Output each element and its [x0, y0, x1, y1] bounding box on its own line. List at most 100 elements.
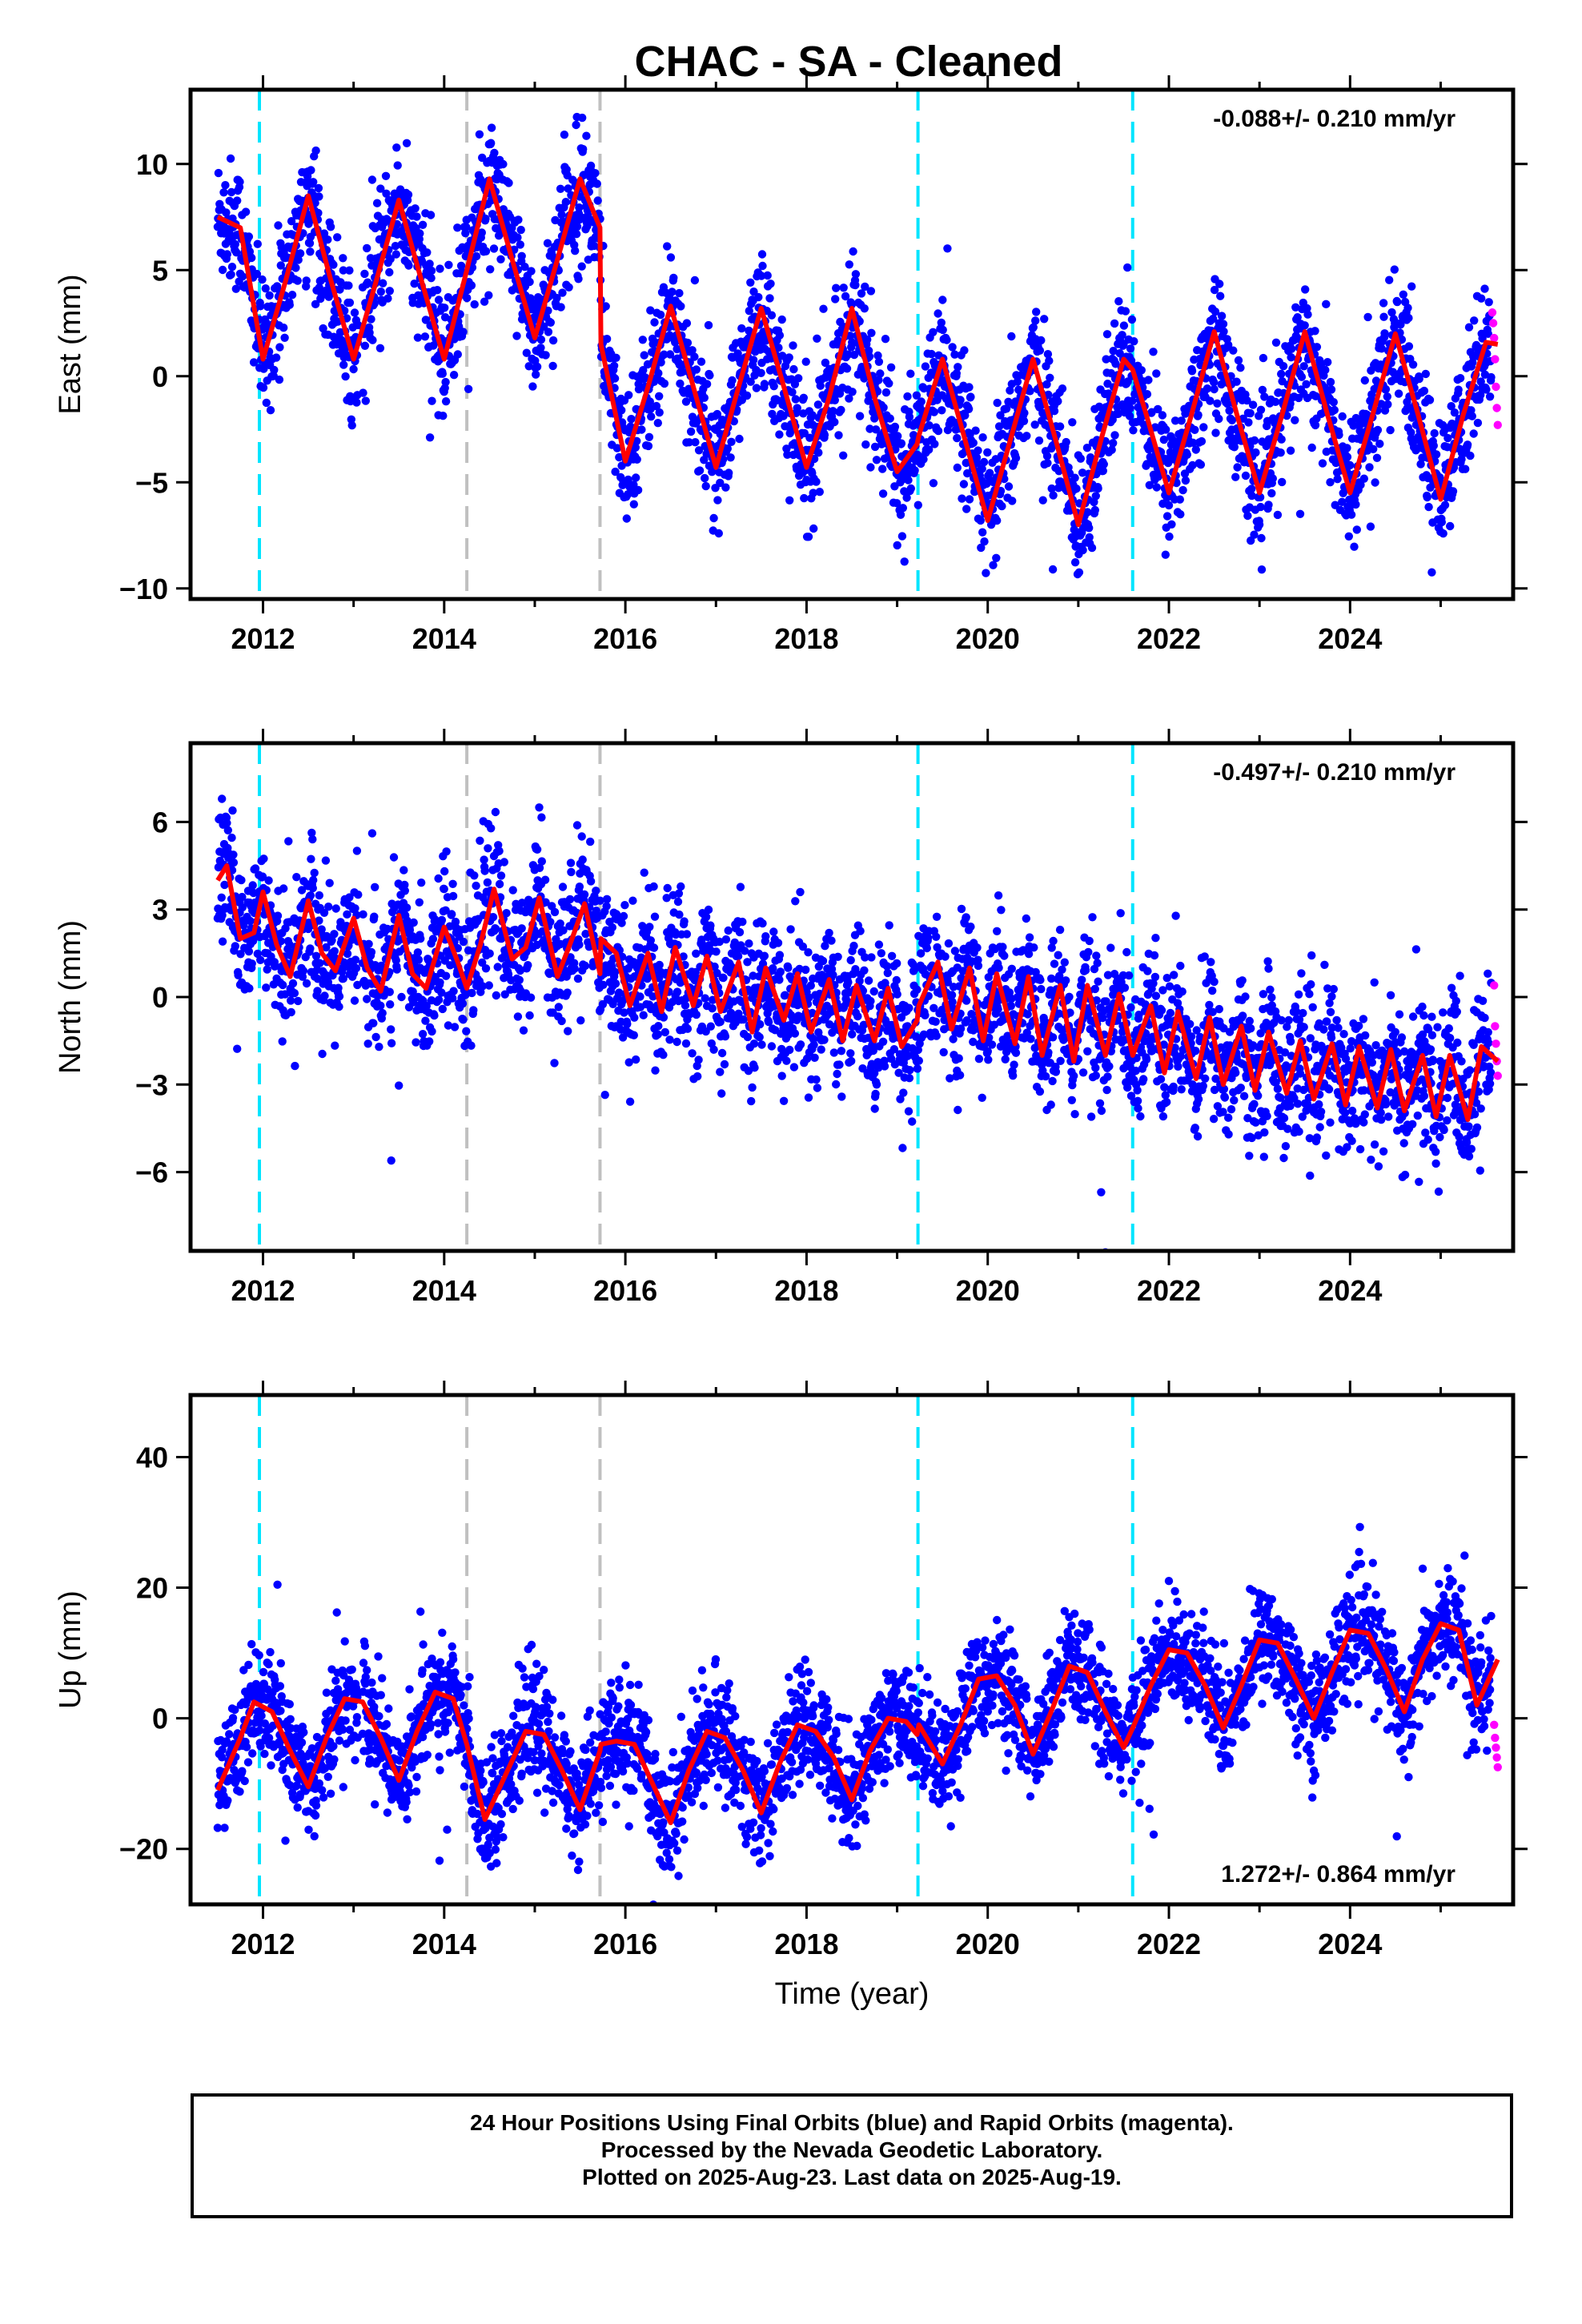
data-point — [226, 154, 235, 163]
data-point — [1360, 376, 1370, 385]
data-point — [650, 318, 659, 327]
data-point — [593, 196, 602, 205]
data-point — [1485, 392, 1495, 401]
data-point — [646, 306, 655, 315]
data-point — [708, 1004, 717, 1013]
data-point — [748, 1083, 757, 1092]
data-point — [1256, 405, 1266, 414]
data-point — [675, 910, 684, 919]
data-point — [290, 989, 299, 998]
data-point — [546, 318, 555, 327]
data-point — [1072, 485, 1081, 493]
data-point — [299, 967, 308, 975]
data-point — [1431, 450, 1441, 459]
data-point — [1241, 471, 1251, 480]
data-point — [934, 309, 942, 318]
data-point — [723, 444, 732, 453]
data-point — [561, 198, 570, 207]
data-point — [434, 995, 444, 1004]
data-point — [767, 311, 777, 320]
data-point — [717, 1048, 727, 1058]
data-point — [576, 1016, 585, 1025]
data-point — [845, 260, 854, 269]
data-point — [1287, 353, 1295, 362]
data-point — [1407, 428, 1415, 437]
data-point — [839, 283, 848, 292]
data-point — [632, 455, 641, 464]
data-point — [793, 404, 801, 412]
data-point — [441, 971, 451, 980]
data-point — [902, 493, 911, 502]
data-point — [965, 383, 974, 392]
data-point — [564, 184, 572, 193]
data-point — [231, 942, 239, 951]
data-point — [1383, 392, 1392, 401]
data-point — [1335, 430, 1343, 440]
data-point — [599, 980, 608, 990]
data-point — [761, 932, 770, 941]
data-point — [736, 883, 745, 891]
data-point — [861, 440, 870, 449]
data-point — [376, 1001, 385, 1011]
data-point — [630, 1013, 639, 1022]
data-point — [522, 348, 531, 357]
rapid-orbit-point — [1488, 308, 1497, 317]
data-point — [459, 1015, 468, 1024]
data-point — [265, 291, 274, 300]
data-point — [387, 1156, 396, 1165]
data-point — [1482, 385, 1491, 394]
data-point — [750, 1063, 759, 1072]
data-point — [683, 1024, 693, 1033]
data-point — [773, 939, 783, 947]
data-point — [387, 1039, 396, 1047]
data-point — [749, 287, 758, 296]
data-point — [1227, 416, 1237, 424]
data-point — [1255, 520, 1264, 529]
data-point — [262, 398, 271, 408]
data-point — [725, 468, 733, 477]
data-point — [548, 361, 557, 371]
data-point — [709, 513, 718, 523]
data-point — [1035, 346, 1045, 355]
data-point — [971, 426, 980, 435]
data-point — [1206, 396, 1215, 405]
data-point — [449, 987, 458, 995]
data-point — [1303, 310, 1312, 319]
data-point — [1181, 409, 1190, 418]
data-point — [775, 430, 784, 439]
data-point — [572, 230, 581, 239]
data-point — [1213, 399, 1222, 408]
data-point — [1243, 511, 1252, 521]
data-point — [586, 161, 596, 171]
data-point — [1443, 433, 1452, 443]
data-point — [448, 910, 456, 919]
data-point — [809, 489, 817, 497]
data-point — [334, 983, 343, 992]
data-point — [256, 302, 265, 311]
data-point — [527, 267, 536, 275]
data-point — [329, 260, 338, 269]
data-point — [1107, 445, 1116, 454]
data-point — [726, 453, 735, 462]
data-point — [969, 438, 978, 448]
data-point — [574, 275, 583, 283]
data-point — [400, 880, 409, 890]
data-point — [580, 961, 590, 971]
data-point — [427, 266, 436, 275]
data-point — [919, 455, 928, 464]
data-point — [978, 464, 986, 473]
data-point — [580, 890, 589, 899]
data-point — [624, 475, 632, 485]
data-point — [440, 884, 448, 894]
data-point — [1268, 474, 1278, 483]
data-point — [812, 477, 821, 486]
data-point — [813, 400, 823, 409]
data-point — [371, 883, 379, 892]
data-point — [1111, 360, 1120, 368]
data-point — [372, 199, 382, 207]
data-point — [681, 1039, 691, 1048]
data-point — [1307, 443, 1316, 452]
data-point — [236, 950, 245, 959]
data-point — [638, 336, 647, 344]
data-point — [682, 319, 692, 328]
